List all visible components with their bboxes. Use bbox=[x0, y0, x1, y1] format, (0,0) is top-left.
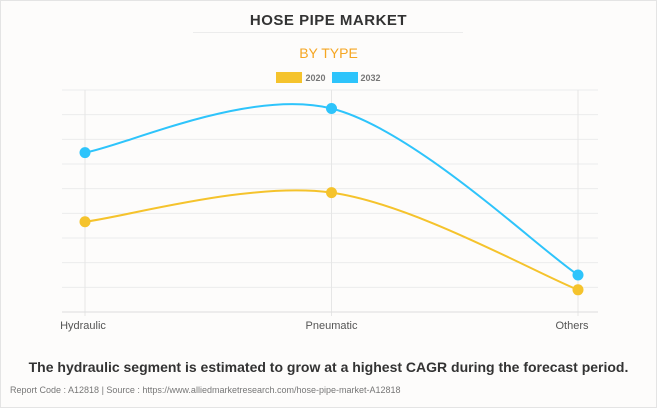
legend-item-2032[interactable]: 2032 bbox=[331, 72, 381, 83]
data-point-2020 bbox=[79, 216, 91, 228]
data-point-2020 bbox=[326, 187, 337, 199]
x-tick-label: Pneumatic bbox=[306, 320, 358, 332]
legend-swatch-2020 bbox=[276, 72, 303, 83]
source-note: Report Code : A12818 | Source : https://… bbox=[10, 385, 401, 395]
x-tick-label: Hydraulic bbox=[60, 320, 106, 332]
legend-label-2020: 2020 bbox=[305, 72, 326, 83]
data-point-2032 bbox=[79, 147, 91, 159]
data-point-2020 bbox=[572, 284, 584, 296]
caption: The hydraulic segment is estimated to gr… bbox=[28, 359, 629, 375]
legend-label-2032: 2032 bbox=[360, 72, 381, 83]
data-point-2032 bbox=[572, 269, 584, 281]
legend: 2020 2032 bbox=[0, 72, 657, 83]
chart-subtitle: BY TYPE bbox=[299, 45, 358, 61]
data-point-2032 bbox=[326, 103, 337, 114]
title-divider bbox=[193, 32, 463, 33]
chart-title: HOSE PIPE MARKET bbox=[249, 12, 408, 29]
legend-item-2020[interactable]: 2020 bbox=[276, 72, 326, 83]
legend-swatch-2032 bbox=[331, 72, 358, 83]
x-tick-label: Others bbox=[555, 320, 589, 332]
